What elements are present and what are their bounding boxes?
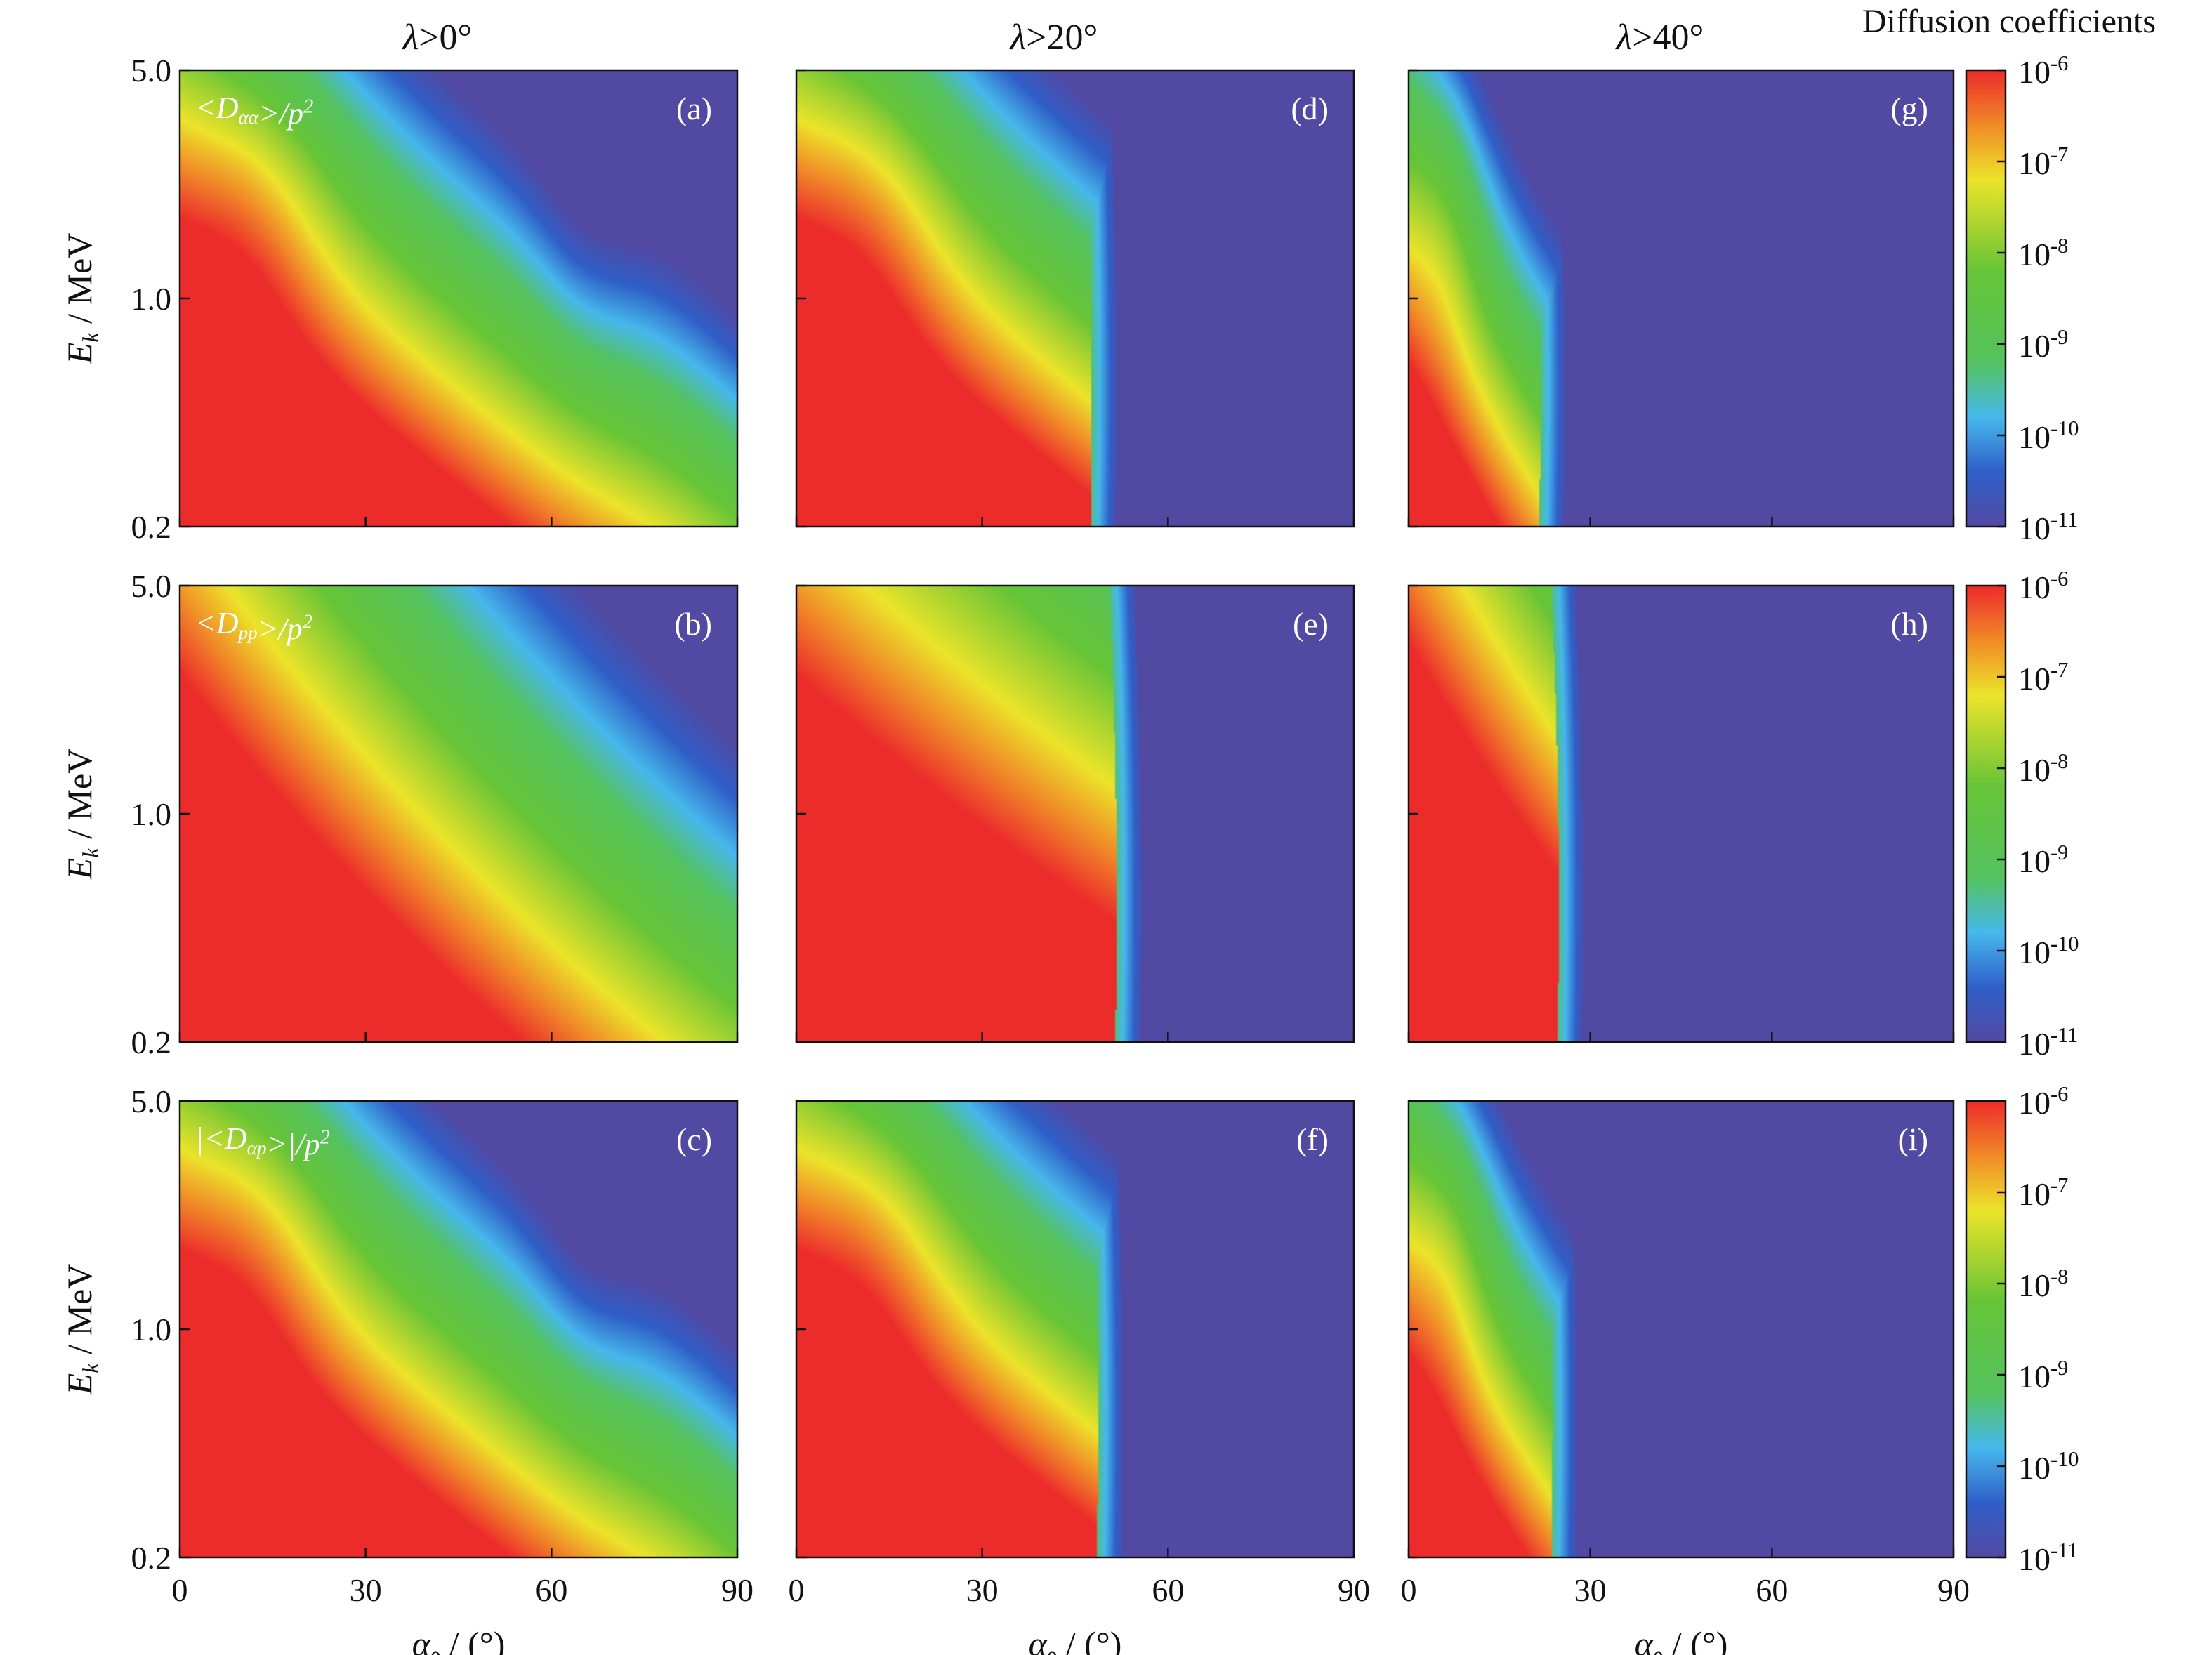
column-title: λ>20° [1009, 18, 1098, 58]
y-axis-title: Ek / MeV [60, 233, 104, 365]
column-title: λ>40° [1615, 18, 1704, 58]
x-tick-label: 0 [1401, 1572, 1417, 1608]
colorbar-tick-label: 10-8 [2018, 749, 2068, 788]
y-tick-label: 5.0 [131, 568, 172, 604]
panel-g: (g) [1407, 69, 1955, 528]
x-tick-label: 30 [966, 1572, 999, 1608]
colorbar-tick-label: 10-10 [2018, 932, 2079, 970]
panel-i: (i) [1407, 1100, 1955, 1559]
panel-e: (e) [795, 584, 1355, 1043]
colorbar-tick-label: 10-10 [2018, 1447, 2079, 1486]
x-axis-title: αe / (°) [1029, 1624, 1122, 1655]
colorbar-tick-label: 10-6 [2018, 51, 2068, 90]
colorbar-tick-label: 10-8 [2018, 234, 2068, 272]
panel-quantity-label: <Dαα>/p2 [195, 91, 313, 131]
y-tick-label: 0.2 [131, 1540, 172, 1576]
colorbar-tick-label: 10-8 [2018, 1265, 2068, 1303]
panel-letter: (b) [674, 606, 712, 642]
heatmap-image [796, 1101, 1354, 1557]
y-tick-label: 1.0 [131, 281, 172, 317]
colorbar: 10-6 10-7 10-8 10-9 10-10 10-11 [1965, 1082, 2079, 1577]
y-tick-label: 0.2 [131, 509, 172, 545]
colorbar-tick-label: 10-9 [2018, 325, 2068, 364]
x-tick-label: 0 [172, 1572, 188, 1608]
colorbar-tick-label: 10-10 [2018, 416, 2079, 455]
panel-letter: (i) [1898, 1121, 1928, 1157]
colorbar-tick-label: 10-7 [2018, 1173, 2068, 1212]
x-tick-label: 60 [1756, 1572, 1788, 1608]
panel-quantity-label: <Dpp>/p2 [195, 606, 312, 646]
panel-letter: (a) [676, 91, 712, 126]
colorbar-title: Diffusion coefficients [1862, 3, 2156, 40]
y-axis-title: Ek / MeV [60, 749, 104, 881]
heatmap-image [796, 586, 1354, 1042]
panel-f: (f) [795, 1100, 1355, 1559]
x-tick-label: 60 [535, 1572, 567, 1608]
colorbar-tick-label: 10-6 [2018, 1082, 2068, 1121]
colorbar-tick-label: 10-11 [2018, 1023, 2078, 1062]
x-tick-label: 0 [789, 1572, 805, 1608]
heatmap-image [1409, 586, 1954, 1042]
panel-letter: (c) [676, 1121, 712, 1157]
colorbar-gradient [1965, 69, 2007, 528]
heatmap-image [796, 70, 1354, 527]
x-tick-label: 90 [1937, 1572, 1970, 1608]
x-tick-label: 90 [721, 1572, 753, 1608]
colorbar-tick-label: 10-7 [2018, 143, 2068, 181]
colorbar-gradient [1965, 584, 2007, 1043]
x-tick-label: 30 [350, 1572, 382, 1608]
colorbar-tick-label: 10-9 [2018, 840, 2068, 879]
colorbar: 10-6 10-7 10-8 10-9 10-10 10-11 [1965, 567, 2079, 1062]
colorbar-tick-label: 10-9 [2018, 1356, 2068, 1394]
panel-letter: (f) [1296, 1121, 1329, 1157]
colorbar-tick-label: 10-6 [2018, 567, 2068, 605]
heatmap-image [1409, 70, 1954, 527]
y-tick-label: 0.2 [131, 1024, 172, 1060]
y-tick-label: 5.0 [131, 53, 172, 88]
y-tick-label: 5.0 [131, 1083, 172, 1119]
panel-b: (b) <Dpp>/p2 [178, 584, 739, 1043]
x-axis-title: αe / (°) [1635, 1624, 1728, 1655]
y-tick-label: 1.0 [131, 796, 172, 832]
panel-letter: (d) [1291, 91, 1329, 126]
panel-h: (h) [1407, 584, 1955, 1043]
panel-d: (d) [795, 69, 1355, 528]
panel-c: (c) |<Dαp>|/p2 [178, 1100, 739, 1559]
x-tick-label: 90 [1338, 1572, 1370, 1608]
panel-letter: (h) [1890, 606, 1928, 642]
panel-a: (a) <Dαα>/p2 [178, 69, 739, 528]
panel-letter: (e) [1293, 606, 1329, 642]
heatmap-image [180, 1101, 737, 1557]
panel-quantity-label: |<Dαp>|/p2 [195, 1121, 330, 1161]
y-axis-title: Ek / MeV [60, 1264, 104, 1396]
colorbar-gradient [1965, 1100, 2007, 1559]
x-axis-title: αe / (°) [412, 1624, 506, 1655]
column-title: λ>0° [402, 18, 473, 58]
y-tick-label: 1.0 [131, 1312, 172, 1347]
panel-letter: (g) [1890, 91, 1928, 126]
x-tick-label: 60 [1152, 1572, 1184, 1608]
heatmap-image [180, 586, 737, 1042]
heatmap-image [1409, 1101, 1954, 1557]
colorbar-tick-label: 10-11 [2018, 508, 2078, 546]
colorbar: 10-6 10-7 10-8 10-9 10-10 10-11 [1965, 51, 2079, 546]
colorbar-tick-label: 10-7 [2018, 658, 2068, 697]
x-tick-label: 30 [1574, 1572, 1607, 1608]
colorbar-tick-label: 10-11 [2018, 1538, 2078, 1577]
heatmap-image [180, 70, 737, 527]
